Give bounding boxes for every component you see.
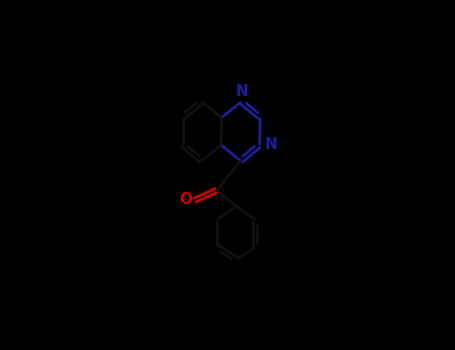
Text: N: N [264, 136, 277, 152]
Text: O: O [180, 192, 192, 207]
Text: N: N [235, 84, 248, 99]
